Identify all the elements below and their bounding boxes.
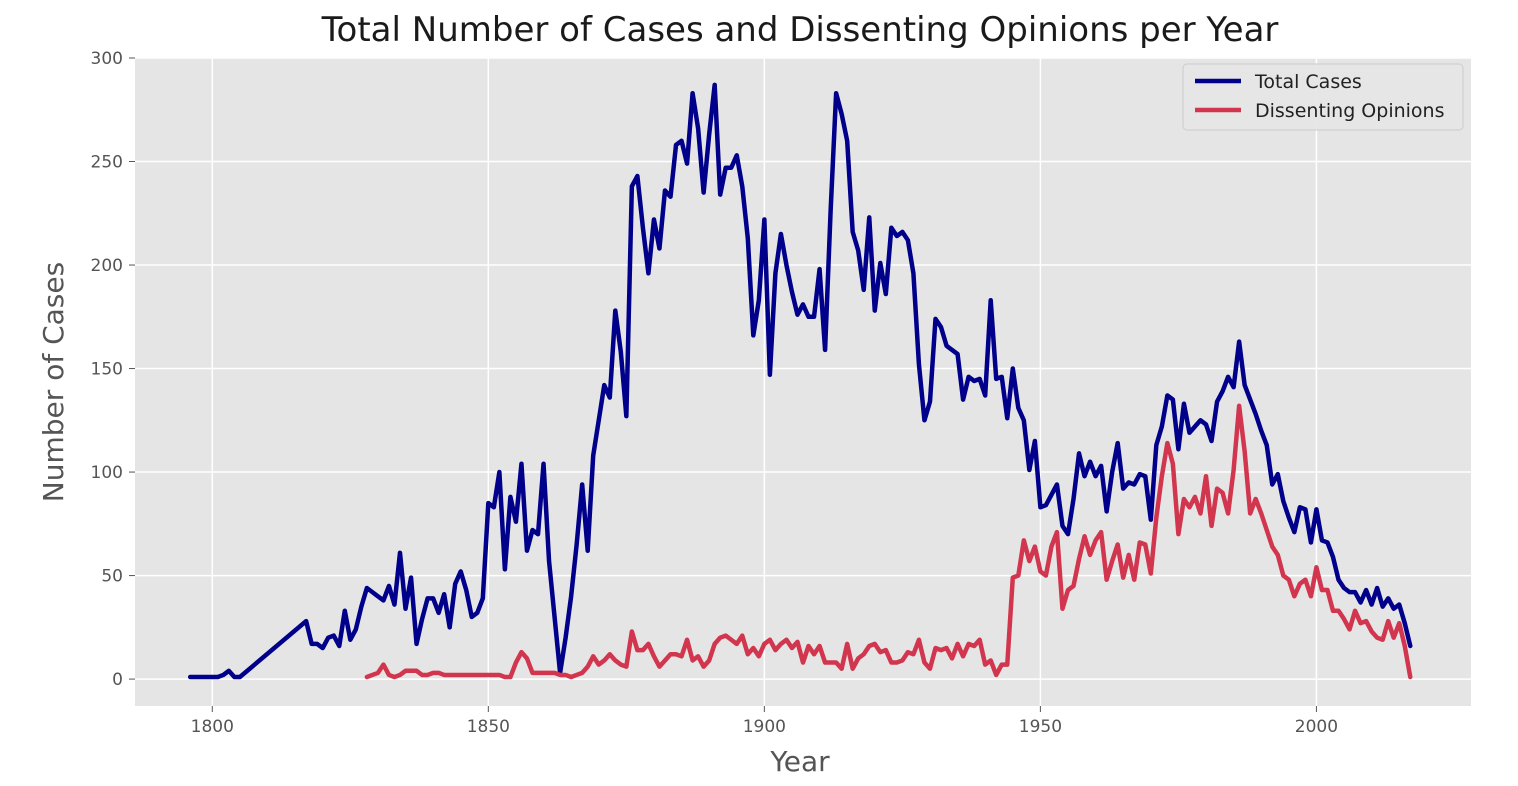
- x-tick-label: 1950: [1019, 717, 1062, 737]
- legend-label-dissenting-opinions: Dissenting Opinions: [1255, 100, 1445, 122]
- series-line-dissenting-opinions: [364, 403, 1413, 680]
- chart-title: Total Number of Cases and Dissenting Opi…: [321, 10, 1279, 50]
- y-axis-label: Number of Cases: [37, 262, 70, 502]
- x-axis-ticks: 1800 1850 1900 1950 2000: [191, 706, 1338, 737]
- y-axis-ticks: 0 50 100 150 200 250 300: [91, 49, 135, 690]
- x-tick-label: 2000: [1295, 717, 1338, 737]
- series-layer: [187, 82, 1413, 680]
- y-tick-label: 150: [91, 360, 123, 380]
- y-tick-label: 100: [91, 463, 123, 483]
- legend: Total Cases Dissenting Opinions: [1182, 63, 1464, 131]
- legend-box: [1182, 63, 1464, 131]
- y-tick-label: 250: [91, 153, 123, 173]
- plot-area: [135, 58, 1471, 706]
- y-tick-label: 0: [112, 670, 123, 690]
- y-tick-label: 50: [101, 567, 123, 587]
- x-tick-label: 1850: [467, 717, 510, 737]
- grid: [135, 57, 1471, 706]
- series-line-total-cases: [187, 82, 1413, 680]
- x-axis-label: Year: [769, 745, 830, 778]
- x-tick-label: 1800: [191, 717, 234, 737]
- legend-label-total-cases: Total Cases: [1254, 71, 1362, 93]
- x-tick-label: 1900: [743, 717, 786, 737]
- y-tick-label: 300: [91, 49, 123, 69]
- y-tick-label: 200: [91, 256, 123, 276]
